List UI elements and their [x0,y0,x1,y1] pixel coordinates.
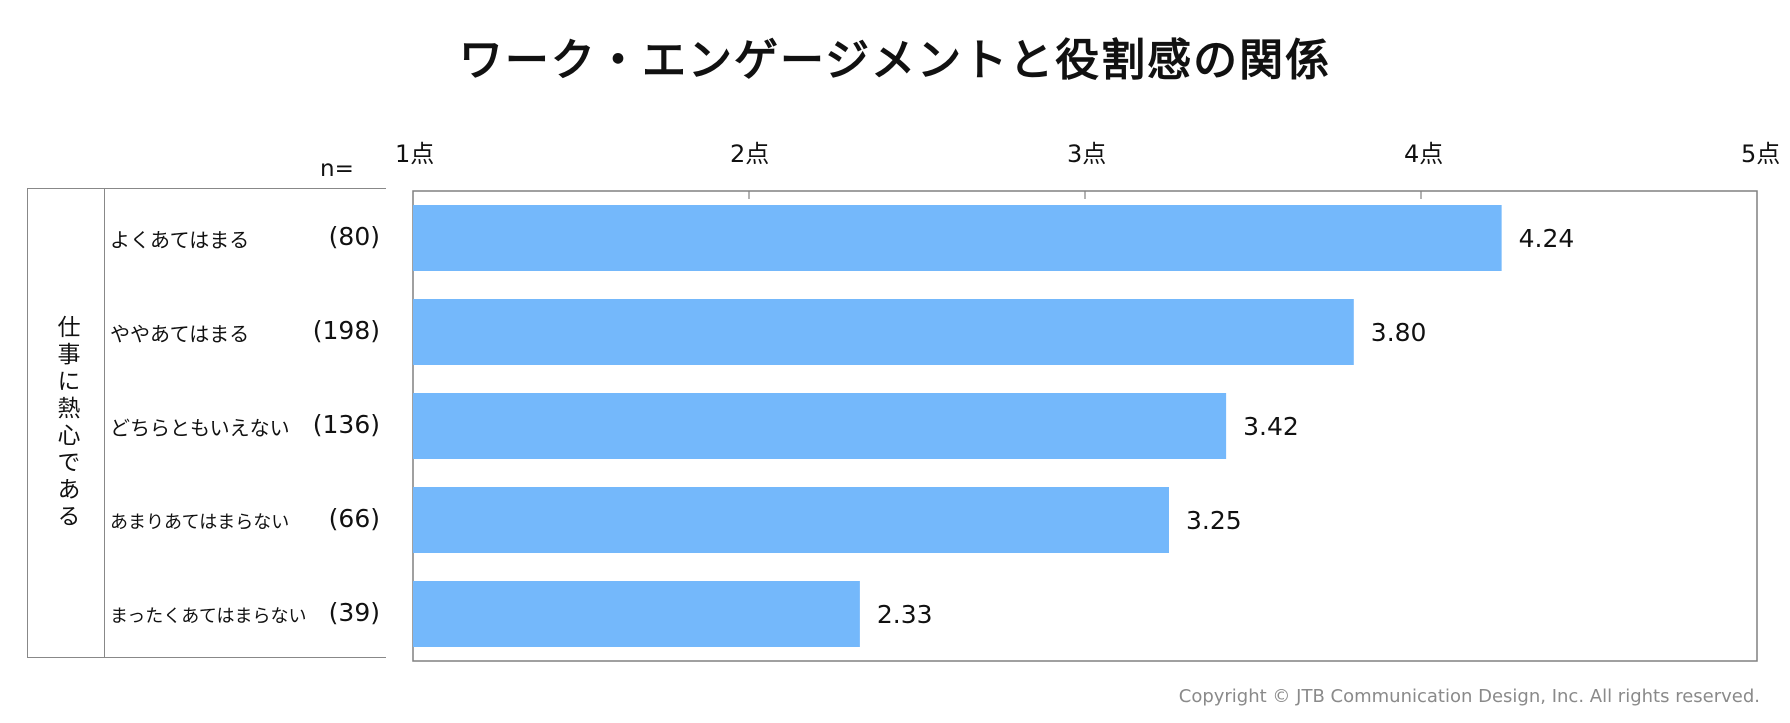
bar [413,205,1502,271]
bar [413,299,1354,365]
row-label-table [27,188,386,658]
n-value: (39) [328,598,380,627]
n-header: n= [320,156,354,182]
data-label: 3.42 [1243,412,1299,441]
category-label: よくあてはまる [110,228,250,252]
category-label: あまりあてはまらない [110,512,290,533]
x-tick-label: 3点 [1067,140,1107,168]
category-label: まったくあてはまらない [110,606,307,627]
copyright-text: Copyright © JTB Communication Design, In… [1178,686,1760,707]
group-label-text: 仕事に熱心である [53,315,79,531]
chart-title: ワーク・エンゲージメントと役割感の関係 [458,35,1332,86]
n-value: (198) [312,316,380,345]
x-tick-label: 2点 [730,140,770,168]
row-label-divider [104,188,105,658]
data-label: 2.33 [877,600,933,629]
bar [413,487,1169,553]
n-value: (136) [312,410,380,439]
group-label: 仕事に熱心である [28,188,104,658]
category-label: どちらともいえない [110,416,290,440]
x-tick-label: 5点 [1741,140,1781,168]
data-label: 3.25 [1186,506,1242,535]
n-value: (80) [328,222,380,251]
data-label: 4.24 [1519,224,1575,253]
n-value: (66) [328,504,380,533]
bar [413,393,1227,459]
bar [413,581,860,647]
category-label: ややあてはまる [110,322,250,346]
data-label: 3.80 [1371,318,1427,347]
x-tick-label: 4点 [1404,140,1444,168]
x-tick-label: 1点 [395,140,435,168]
